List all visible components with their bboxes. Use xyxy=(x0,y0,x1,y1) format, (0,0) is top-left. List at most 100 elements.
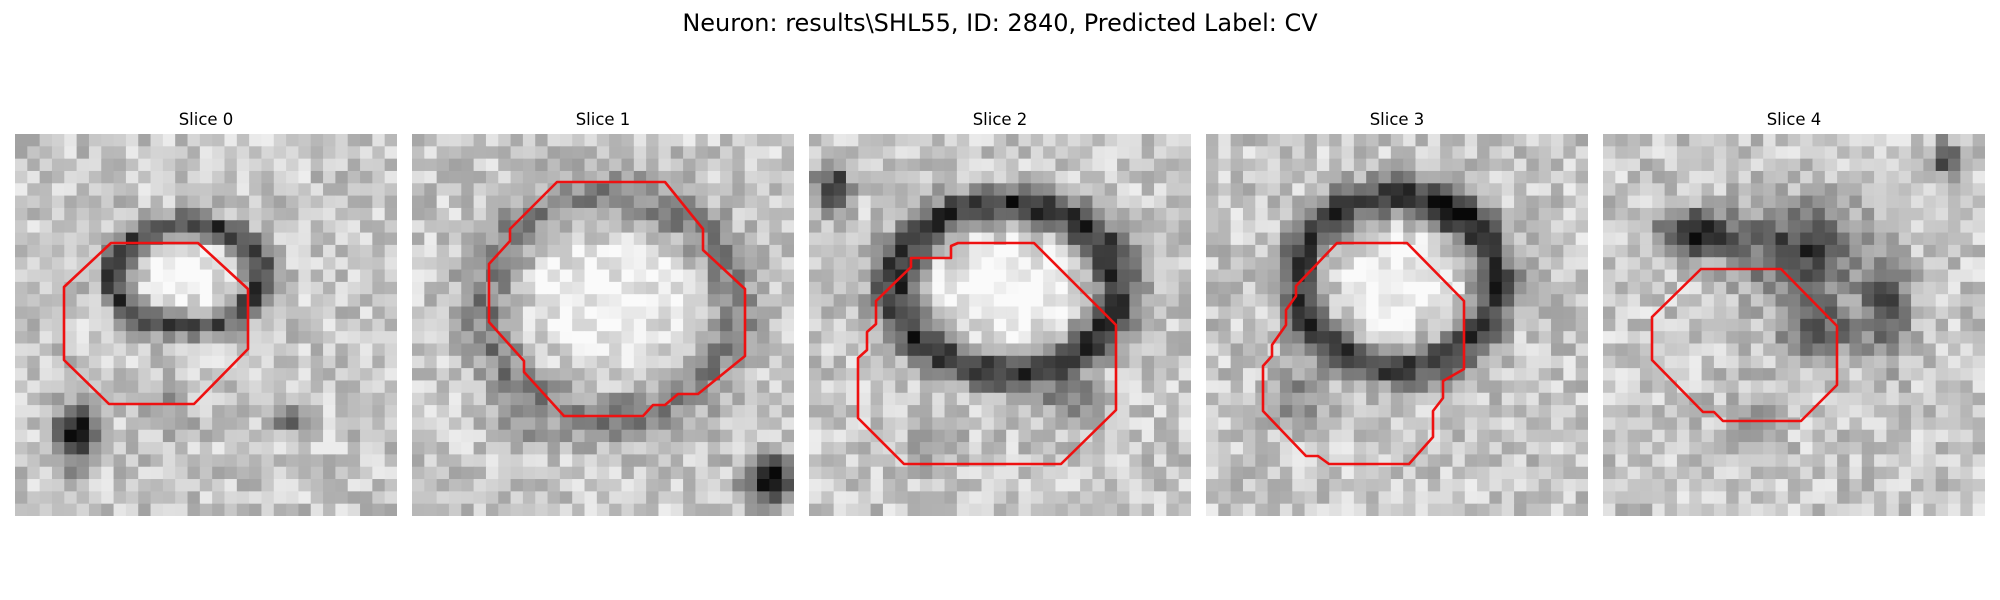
image-pixel xyxy=(1664,392,1678,406)
image-pixel xyxy=(1676,232,1690,246)
image-pixel xyxy=(1378,269,1392,283)
image-pixel xyxy=(1948,183,1961,197)
image-pixel xyxy=(1849,331,1863,345)
image-pixel xyxy=(1141,183,1155,197)
image-pixel xyxy=(1043,183,1057,197)
image-pixel xyxy=(1154,392,1167,406)
image-pixel xyxy=(535,417,549,431)
image-pixel xyxy=(347,232,361,246)
image-pixel xyxy=(907,405,921,419)
image-pixel xyxy=(621,294,635,308)
image-pixel xyxy=(125,244,139,258)
image-pixel xyxy=(769,343,783,357)
image-pixel xyxy=(1117,466,1130,480)
image-pixel xyxy=(1292,392,1306,406)
image-pixel xyxy=(646,146,660,160)
image-pixel xyxy=(1750,281,1764,295)
image-pixel xyxy=(993,392,1007,406)
image-pixel xyxy=(323,466,336,480)
image-pixel xyxy=(1738,429,1752,443)
image-pixel xyxy=(27,417,41,431)
image-pixel xyxy=(1341,442,1355,455)
image-pixel xyxy=(261,331,275,345)
image-pixel xyxy=(956,269,970,283)
image-pixel xyxy=(1775,405,1789,419)
image-pixel xyxy=(956,454,970,468)
image-pixel xyxy=(1427,491,1441,505)
image-pixel xyxy=(1787,331,1801,345)
image-pixel xyxy=(1304,368,1318,382)
image-pixel xyxy=(907,503,921,516)
image-pixel xyxy=(1886,368,1900,382)
image-pixel xyxy=(323,503,336,516)
image-pixel xyxy=(1627,405,1641,419)
image-pixel xyxy=(683,306,697,320)
image-pixel xyxy=(298,491,312,505)
image-pixel xyxy=(821,368,835,382)
image-pixel xyxy=(1403,355,1417,369)
image-pixel xyxy=(436,503,450,516)
image-pixel xyxy=(858,170,872,184)
image-pixel xyxy=(559,343,573,357)
image-pixel xyxy=(1861,207,1875,221)
image-pixel xyxy=(1514,479,1527,492)
image-pixel xyxy=(412,146,425,160)
image-pixel xyxy=(347,479,361,492)
image-pixel xyxy=(559,331,573,345)
image-pixel xyxy=(473,318,487,332)
image-pixel xyxy=(187,355,201,369)
image-pixel xyxy=(510,183,524,197)
image-pixel xyxy=(1166,281,1180,295)
image-pixel xyxy=(298,442,312,455)
image-pixel xyxy=(1514,503,1527,516)
image-pixel xyxy=(412,318,425,332)
image-pixel xyxy=(261,503,275,516)
image-pixel xyxy=(1972,244,1985,258)
image-pixel xyxy=(1563,442,1577,455)
image-pixel xyxy=(199,380,213,394)
image-pixel xyxy=(39,294,53,308)
image-pixel xyxy=(584,343,598,357)
image-pixel xyxy=(919,503,933,516)
image-pixel xyxy=(113,331,127,345)
image-pixel xyxy=(1080,429,1094,443)
image-pixel xyxy=(1304,380,1318,394)
image-pixel xyxy=(286,257,300,271)
image-pixel xyxy=(424,343,438,357)
image-pixel xyxy=(347,220,361,234)
image-pixel xyxy=(1514,195,1527,209)
image-pixel xyxy=(919,306,933,320)
image-pixel xyxy=(732,343,746,357)
image-pixel xyxy=(547,207,561,221)
image-pixel xyxy=(448,158,462,172)
image-pixel xyxy=(1501,343,1515,357)
image-pixel xyxy=(1092,134,1106,147)
image-pixel xyxy=(895,158,909,172)
image-pixel xyxy=(707,220,721,234)
image-pixel xyxy=(1477,417,1491,431)
image-pixel xyxy=(39,183,53,197)
image-pixel xyxy=(1514,306,1527,320)
image-pixel xyxy=(1886,294,1900,308)
image-pixel xyxy=(882,491,896,505)
image-pixel xyxy=(1006,207,1020,221)
image-pixel xyxy=(1639,466,1653,480)
image-pixel xyxy=(1427,442,1441,455)
image-pixel xyxy=(596,479,610,492)
image-pixel xyxy=(1316,429,1330,443)
image-pixel xyxy=(1514,158,1527,172)
image-pixel xyxy=(1415,392,1429,406)
image-pixel xyxy=(187,343,201,357)
image-pixel xyxy=(1092,503,1106,516)
image-pixel xyxy=(39,257,53,271)
image-pixel xyxy=(1403,220,1417,234)
image-pixel xyxy=(1676,220,1690,234)
image-pixel xyxy=(1812,392,1826,406)
image-pixel xyxy=(424,146,438,160)
image-pixel xyxy=(1800,232,1814,246)
image-pixel xyxy=(1390,491,1404,505)
image-pixel xyxy=(249,466,263,480)
image-pixel xyxy=(1664,183,1678,197)
image-pixel xyxy=(1563,269,1577,283)
image-pixel xyxy=(821,220,835,234)
